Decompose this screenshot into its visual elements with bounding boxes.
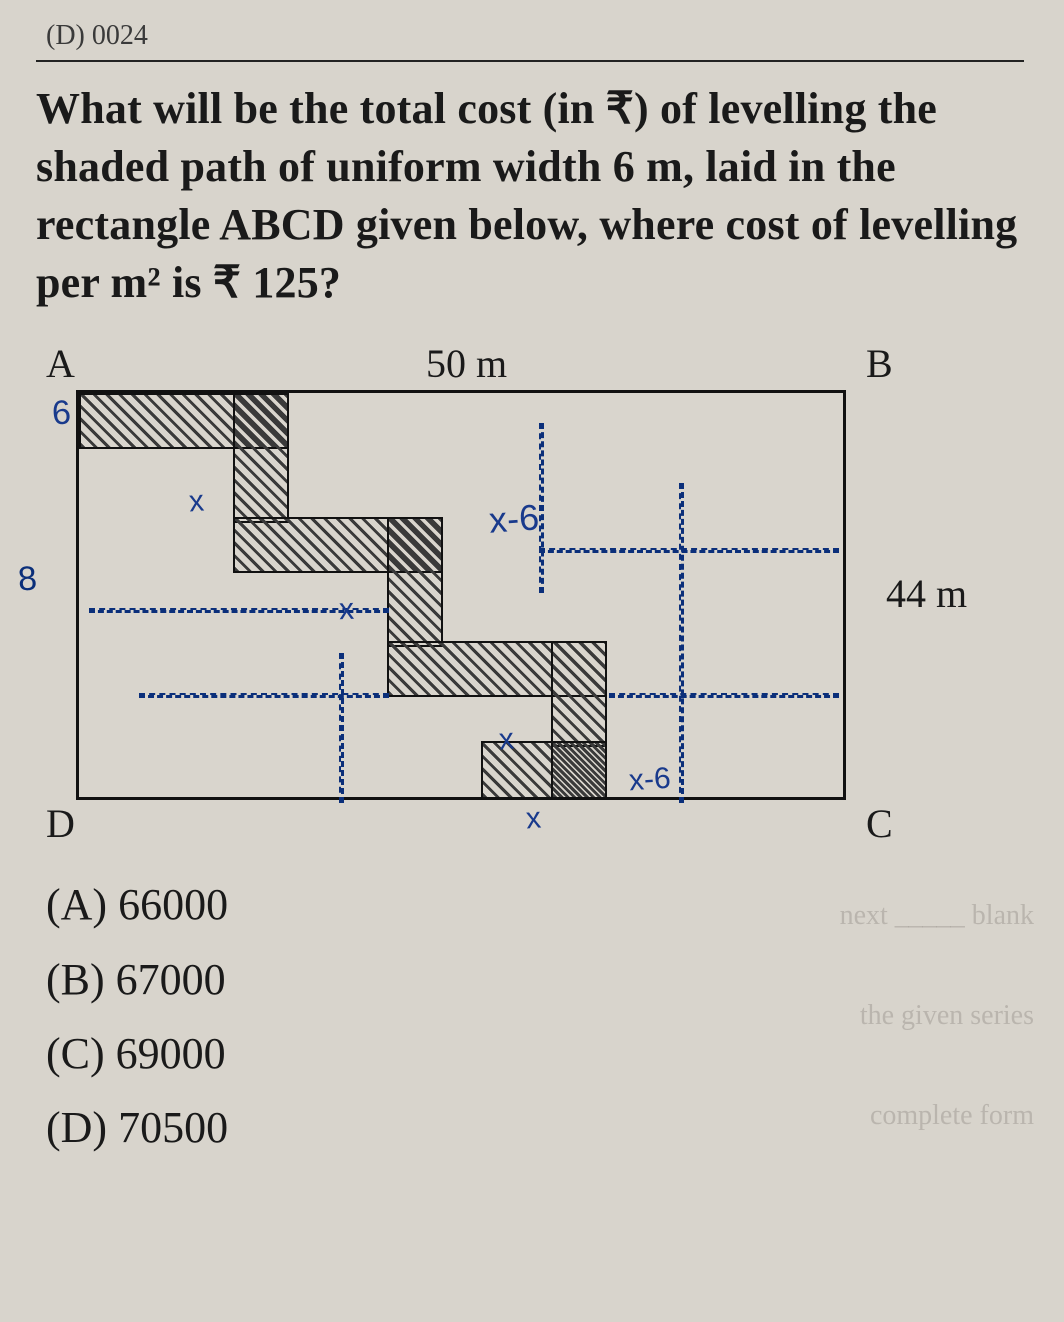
option-c[interactable]: (C) 69000 (46, 1019, 1024, 1089)
height-label: 44 m (886, 570, 967, 617)
annotation-x1: x (188, 485, 205, 520)
option-c-letter: (C) (46, 1029, 105, 1078)
corner-label-d: D (46, 800, 75, 847)
header-fragment: (D) 0024 (36, 20, 1024, 52)
options-list: (A) 66000 (B) 67000 (C) 69000 (D) 70500 (46, 870, 1024, 1164)
guide-h4 (139, 693, 389, 698)
path-seg-8 (551, 741, 607, 799)
option-b-letter: (B) (46, 955, 105, 1004)
corner-label-b: B (866, 340, 893, 387)
annotation-x3: x (498, 723, 515, 758)
path-seg-6 (551, 641, 607, 747)
guide-v3 (339, 653, 344, 803)
question-text: What will be the total cost (in ₹) of le… (36, 80, 1024, 312)
guide-h3 (609, 693, 839, 698)
annotation-x2: x (338, 593, 354, 628)
path-seg-4 (387, 517, 443, 647)
option-b-value: 67000 (116, 955, 226, 1004)
annotation-xb-top: x-6 (488, 497, 541, 542)
annotation-x4: x (525, 802, 542, 837)
guide-v2 (679, 483, 684, 803)
figure-area: A 50 m B 44 m C D 8 x x (46, 340, 1006, 860)
width-label: 50 m (426, 340, 507, 387)
guide-h1 (539, 548, 839, 553)
rectangle-abcd: x x x x-6 x-6 (76, 390, 846, 800)
option-d-value: 70500 (118, 1103, 228, 1152)
corner-label-a: A (46, 340, 75, 387)
annotation-xb-bottom: x-6 (628, 762, 672, 799)
option-c-value: 69000 (116, 1029, 226, 1078)
option-a-value: 66000 (118, 880, 228, 929)
option-a-letter: (A) (46, 880, 107, 929)
guide-v1 (539, 423, 544, 593)
top-divider (36, 60, 1024, 62)
option-a[interactable]: (A) 66000 (46, 870, 1024, 940)
page-root: (D) 0024 What will be the total cost (in… (0, 0, 1064, 1188)
option-b[interactable]: (B) 67000 (46, 945, 1024, 1015)
option-d[interactable]: (D) 70500 (46, 1093, 1024, 1163)
annotation-six: 6 (51, 394, 73, 434)
path-seg-2 (233, 393, 289, 523)
corner-label-c: C (866, 800, 893, 847)
annotation-eight: 8 (17, 560, 39, 600)
option-d-letter: (D) (46, 1103, 107, 1152)
